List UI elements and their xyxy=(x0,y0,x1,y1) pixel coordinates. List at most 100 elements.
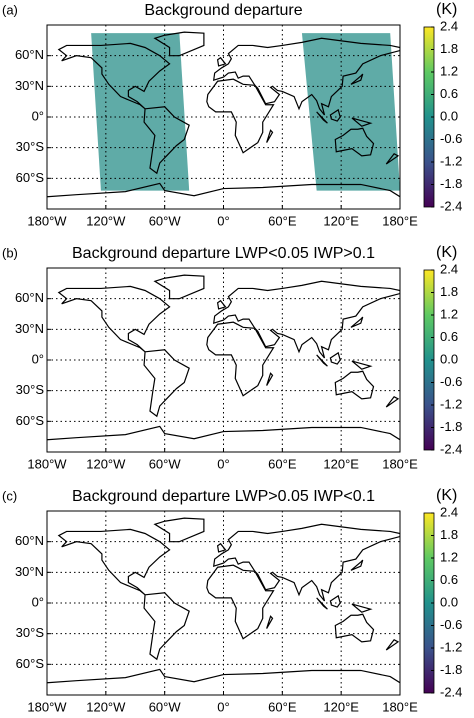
x-tick-label: 120°W xyxy=(86,456,126,471)
colorbar-tick-label: 1.8 xyxy=(440,41,458,56)
colorbar-label: (K) xyxy=(436,1,457,18)
coastline xyxy=(351,360,373,370)
map-area xyxy=(47,274,400,441)
coastline xyxy=(350,73,364,85)
map-frame xyxy=(46,267,401,453)
colorbar-label: (K) xyxy=(436,487,457,504)
coastline xyxy=(329,351,341,365)
coastline xyxy=(350,559,364,571)
colorbar-tick-label: -0.6 xyxy=(440,617,462,632)
map-panel: (a) Background departure 180°W 120°W 60°W 0° 6… xyxy=(2,1,462,228)
colorbar-tick-label: 1.2 xyxy=(440,63,458,78)
coastline xyxy=(212,37,400,116)
colorbar-tick-label: -1.8 xyxy=(440,662,462,677)
colorbar-tick-label: -1.8 xyxy=(440,176,462,191)
x-tick-label: 180°E xyxy=(382,699,418,714)
x-tick-label: 180°W xyxy=(27,213,67,228)
coastline xyxy=(143,592,190,661)
coastline xyxy=(143,349,190,418)
coastline xyxy=(216,299,227,310)
colorbar-tick-label: -1.2 xyxy=(440,153,462,168)
coastline xyxy=(316,597,328,610)
map-frame xyxy=(46,510,401,696)
colorbar-tick-label: 0.0 xyxy=(440,351,458,366)
y-tick-label: 30°S xyxy=(16,382,45,397)
coastline xyxy=(385,153,400,165)
coastline xyxy=(266,372,274,386)
coastline xyxy=(153,274,205,300)
y-tick-label: 30°S xyxy=(16,625,45,640)
coastline xyxy=(57,285,171,353)
coastline xyxy=(47,425,400,441)
panel-title: Background departure xyxy=(144,2,302,19)
map-area xyxy=(47,31,400,198)
y-tick-label: 60°N xyxy=(15,533,44,548)
colorbar-tick-label: 0.0 xyxy=(440,108,458,123)
colorbar-tick-label: 2.4 xyxy=(440,504,458,519)
x-tick-label: 120°E xyxy=(323,699,359,714)
x-tick-label: 120°W xyxy=(86,213,126,228)
colorbar-tick-label: -1.2 xyxy=(440,396,462,411)
y-tick-label: 60°N xyxy=(15,290,44,305)
x-tick-label: 0° xyxy=(217,456,229,471)
x-tick-label: 120°E xyxy=(323,213,359,228)
x-tick-label: 60°W xyxy=(149,699,182,714)
colorbar-label: (K) xyxy=(436,244,457,261)
x-tick-label: 60°E xyxy=(268,456,297,471)
y-tick-label: 30°N xyxy=(15,321,44,336)
y-tick-label: 60°S xyxy=(16,170,45,185)
y-tick-label: 0° xyxy=(32,108,44,123)
x-tick-label: 60°W xyxy=(149,456,182,471)
y-tick-label: 0° xyxy=(32,351,44,366)
coastline xyxy=(266,129,274,143)
colorbar-tick-label: 1.8 xyxy=(440,527,458,542)
y-tick-label: 30°N xyxy=(15,78,44,93)
y-tick-label: 60°S xyxy=(16,656,45,671)
coastline xyxy=(316,354,328,367)
coastline xyxy=(206,321,275,397)
coastline xyxy=(334,127,375,157)
x-tick-label: 60°E xyxy=(268,213,297,228)
coastline xyxy=(266,615,274,629)
colorbar-tick-label: 2.4 xyxy=(440,261,458,276)
coastline xyxy=(206,78,275,154)
x-tick-label: 60°E xyxy=(268,699,297,714)
colorbar-tick-label: 1.2 xyxy=(440,549,458,564)
panel-title: Background departure LWP<0.05 IWP>0.1 xyxy=(72,245,375,262)
coastline xyxy=(212,280,400,359)
colorbar-tick-label: 0.0 xyxy=(440,594,458,609)
coastline xyxy=(143,106,190,175)
coastline xyxy=(350,316,364,328)
colorbar-tick-label: 1.8 xyxy=(440,284,458,299)
panel-title: Background departure LWP>0.05 IWP<0.1 xyxy=(72,488,375,505)
x-tick-label: 0° xyxy=(217,699,229,714)
colorbar-tick-label: 0.6 xyxy=(440,86,458,101)
coastline xyxy=(57,42,171,110)
coastline xyxy=(329,108,341,122)
coastline xyxy=(334,370,375,400)
colorbar-tick-label: 0.6 xyxy=(440,572,458,587)
colorbar-tick-label: -2.4 xyxy=(440,198,462,213)
coastline xyxy=(385,639,400,651)
coastline xyxy=(385,396,400,408)
x-tick-label: 60°W xyxy=(149,213,182,228)
map-frame xyxy=(46,24,401,210)
coastline xyxy=(212,523,400,602)
colorbar-tick-label: -2.4 xyxy=(440,684,462,699)
colorbar-tick-label: -0.6 xyxy=(440,374,462,389)
colorbar-tick-label: -0.6 xyxy=(440,131,462,146)
y-tick-label: 60°N xyxy=(15,47,44,62)
coastline xyxy=(47,668,400,684)
x-tick-label: 180°W xyxy=(27,699,67,714)
coastline xyxy=(216,56,227,67)
coastline xyxy=(316,111,328,124)
y-tick-label: 30°S xyxy=(16,139,45,154)
coastline xyxy=(329,594,341,608)
y-tick-label: 30°N xyxy=(15,564,44,579)
panel-label: (a) xyxy=(2,2,18,17)
coastline xyxy=(47,182,400,198)
coastline xyxy=(351,117,373,127)
colorbar-tick-label: -2.4 xyxy=(440,441,462,456)
coastline xyxy=(57,528,171,596)
